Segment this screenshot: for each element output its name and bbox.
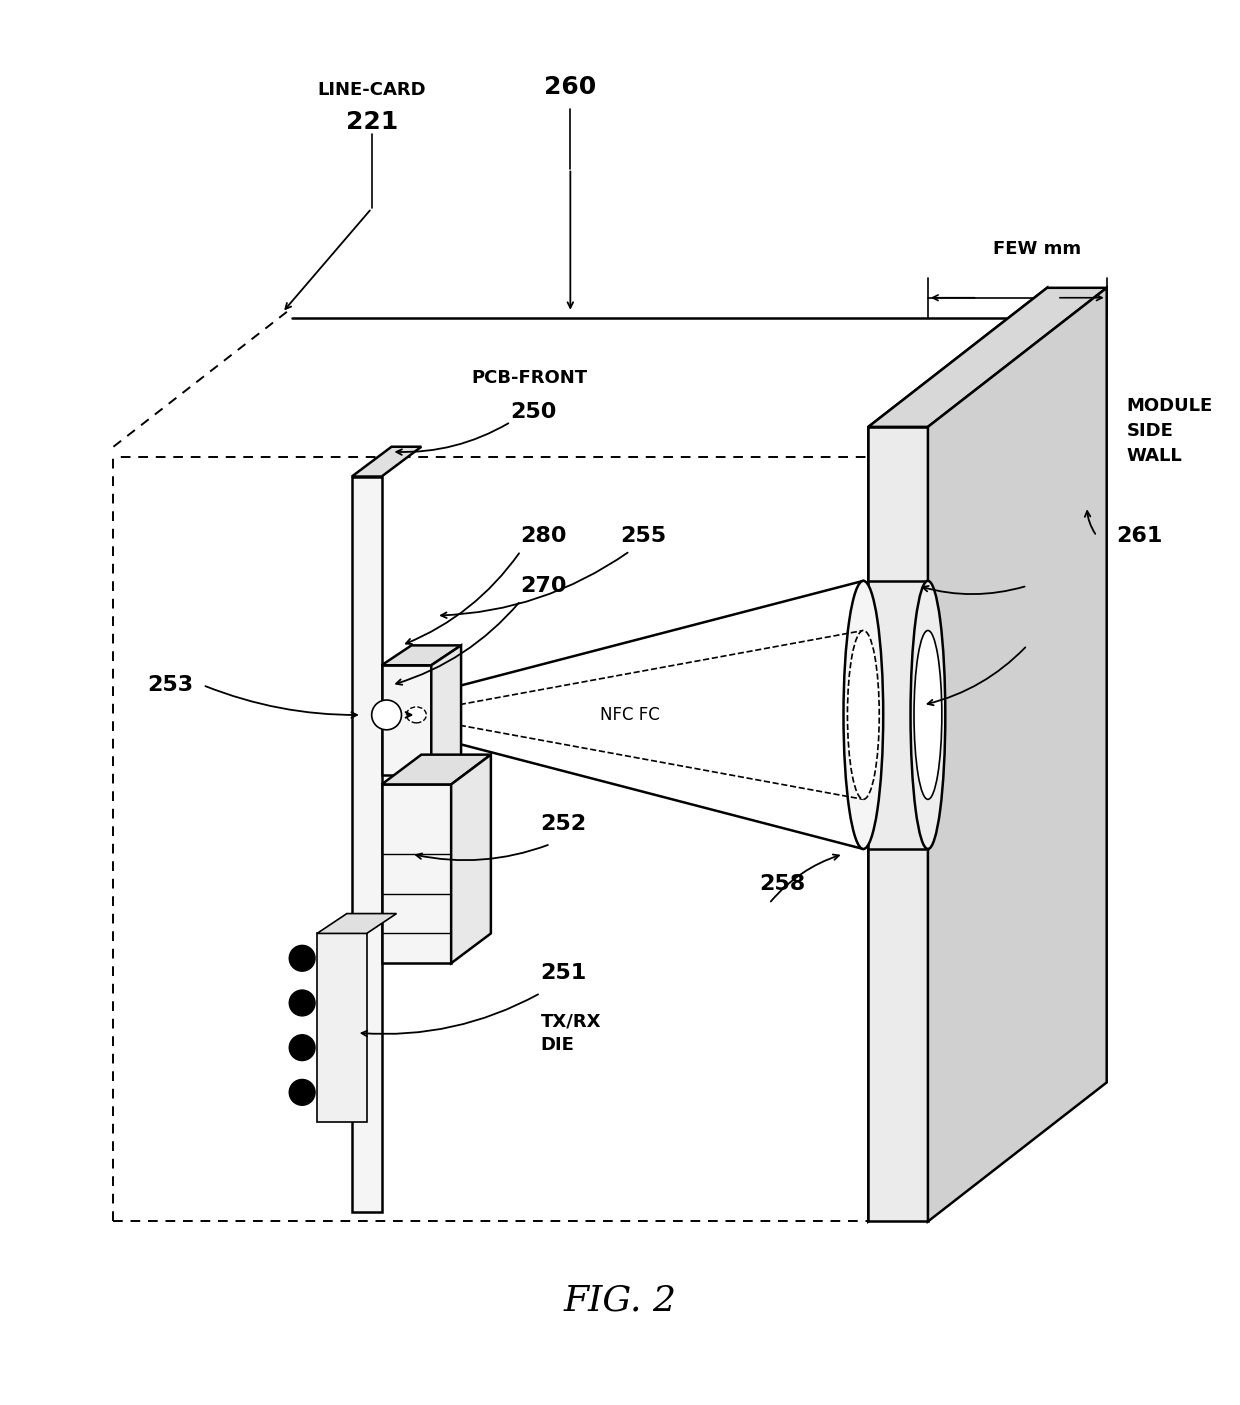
Ellipse shape bbox=[404, 697, 429, 733]
Text: 250: 250 bbox=[511, 402, 557, 422]
Text: 280: 280 bbox=[521, 525, 567, 547]
Polygon shape bbox=[317, 933, 367, 1123]
Polygon shape bbox=[928, 288, 1107, 1221]
Text: FEW mm: FEW mm bbox=[993, 240, 1081, 259]
Text: LINE-CARD: LINE-CARD bbox=[317, 81, 427, 100]
Polygon shape bbox=[382, 784, 451, 964]
Text: 261: 261 bbox=[1117, 527, 1163, 547]
Polygon shape bbox=[868, 427, 928, 1221]
Polygon shape bbox=[352, 447, 422, 476]
Circle shape bbox=[289, 946, 315, 971]
Polygon shape bbox=[382, 665, 432, 774]
Polygon shape bbox=[451, 754, 491, 964]
Polygon shape bbox=[382, 645, 461, 665]
Text: 253: 253 bbox=[146, 676, 193, 695]
Polygon shape bbox=[382, 754, 491, 784]
Ellipse shape bbox=[407, 707, 427, 722]
Circle shape bbox=[289, 991, 315, 1016]
Text: 257: 257 bbox=[1017, 556, 1064, 576]
Circle shape bbox=[372, 700, 402, 729]
Polygon shape bbox=[317, 913, 397, 933]
Text: PCB-FRONT: PCB-FRONT bbox=[471, 370, 587, 388]
Polygon shape bbox=[432, 645, 461, 774]
Text: TX/RX
DIE: TX/RX DIE bbox=[541, 1013, 601, 1055]
Ellipse shape bbox=[847, 631, 879, 799]
Ellipse shape bbox=[910, 580, 945, 849]
Text: 255: 255 bbox=[620, 525, 666, 547]
Text: 260: 260 bbox=[544, 74, 596, 100]
Circle shape bbox=[289, 1034, 315, 1061]
Polygon shape bbox=[352, 476, 382, 1211]
Text: 258: 258 bbox=[759, 874, 805, 894]
Text: 251: 251 bbox=[541, 962, 587, 983]
Ellipse shape bbox=[843, 580, 883, 849]
Circle shape bbox=[289, 1079, 315, 1106]
Polygon shape bbox=[868, 288, 1107, 427]
Text: 221: 221 bbox=[346, 110, 398, 133]
Text: FIG. 2: FIG. 2 bbox=[563, 1284, 677, 1318]
Polygon shape bbox=[868, 288, 1047, 1221]
Text: 256: 256 bbox=[1017, 615, 1064, 635]
Text: NFC FC: NFC FC bbox=[600, 705, 660, 724]
Text: 252: 252 bbox=[541, 813, 587, 835]
Text: MODULE
SIDE
WALL: MODULE SIDE WALL bbox=[1127, 398, 1213, 465]
Ellipse shape bbox=[914, 631, 942, 799]
Text: 270: 270 bbox=[521, 576, 567, 596]
